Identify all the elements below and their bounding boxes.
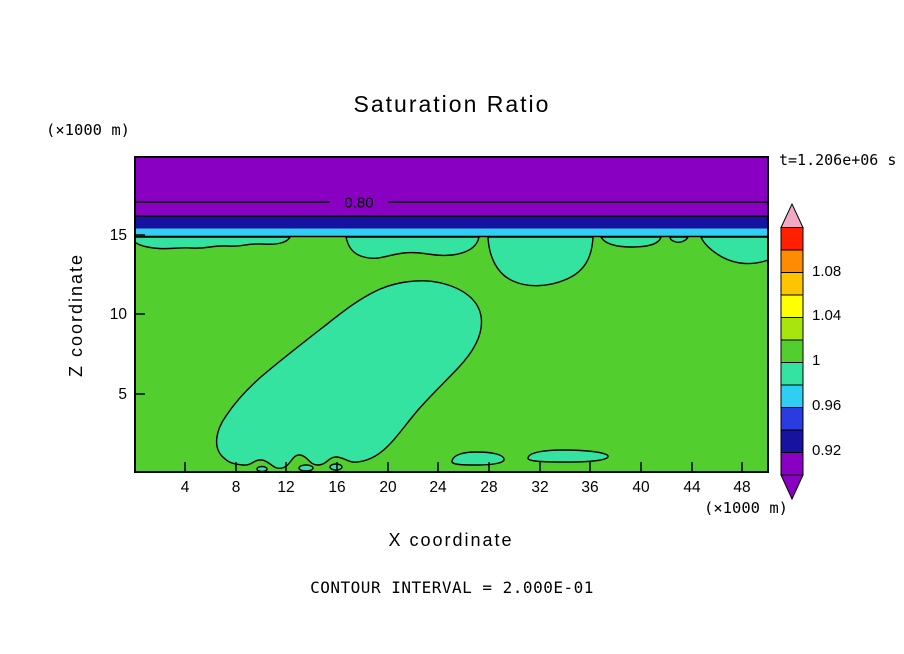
colorbar-tick-label: 1: [812, 352, 820, 369]
lobe-strip-5: [699, 236, 769, 265]
colorbar-band: [780, 452, 804, 476]
lobe-central-plume: [216, 280, 483, 469]
page-title: Saturation Ratio: [354, 91, 551, 117]
lobe-strip-3: [487, 236, 594, 287]
colorbar-band: [780, 317, 804, 341]
colorbar-tick-label: 1.08: [812, 263, 841, 280]
x-tick-label: 4: [181, 479, 190, 496]
x-tick-label: 32: [531, 479, 548, 496]
x-tick-label: 44: [683, 479, 701, 496]
colorbar-tick-label: 0.92: [812, 442, 841, 459]
colorbar-band: [780, 227, 804, 251]
colorbar-band: [780, 407, 804, 431]
x-tick-label: 28: [480, 479, 497, 496]
lobe-bottom-patch-2: [527, 449, 609, 463]
x-tick-label: 36: [581, 479, 598, 496]
lobe-strip-4: [599, 236, 662, 248]
y-tick-label: 10: [110, 306, 128, 323]
x-tick-label: 8: [232, 479, 241, 496]
contour-line-label: 0.80: [344, 195, 373, 212]
lobe-bottom-patch-1: [451, 451, 505, 466]
colorbar-band: [780, 384, 804, 408]
y-axis-ticks: [136, 234, 145, 395]
x-tick-label: 24: [429, 479, 447, 496]
contour-interval-note: CONTOUR INTERVAL = 2.000E-01: [310, 578, 594, 597]
lobe-speck-1: [298, 464, 314, 472]
plot-area: 0.80: [134, 156, 769, 473]
colorbar: [780, 202, 804, 501]
lobe-strip-6: [669, 236, 690, 243]
colorbar-tick-label: 0.96: [812, 397, 841, 414]
x-tick-label: 40: [632, 479, 650, 496]
time-annotation: t=1.206e+06 s: [779, 151, 896, 169]
plot-border: [134, 156, 769, 473]
x-tick-label: 16: [328, 479, 345, 496]
colorbar-band: [780, 339, 804, 363]
x-tick-label: 12: [277, 479, 294, 496]
colorbar-band: [780, 294, 804, 318]
y-axis-tick-labels: 15 10 5: [110, 227, 128, 403]
y-axis-label: Z coordinate: [66, 253, 86, 377]
x-tick-label: 48: [733, 479, 750, 496]
colorbar-band: [780, 249, 804, 273]
lobe-strip-2: [345, 236, 480, 260]
colorbar-band: [780, 272, 804, 296]
y-axis-units: (×1000 m): [46, 121, 130, 139]
x-axis-ticks: [184, 462, 743, 471]
colorbar-tick-label: 1.04: [812, 307, 841, 324]
colorbar-band: [780, 429, 804, 453]
lobe-speck-2: [329, 463, 343, 471]
x-axis-units: (×1000 m): [704, 499, 788, 517]
lobe-speck-3: [256, 465, 268, 473]
region-band-navy: [135, 216, 768, 229]
y-tick-label: 5: [118, 386, 127, 403]
region-cap-purple: [135, 157, 768, 216]
x-tick-label: 20: [379, 479, 397, 496]
x-axis-tick-labels: 4 8 12 16 20 24 28 32 36 40 44 48: [181, 479, 751, 496]
region-band-cyan: [135, 228, 768, 236]
colorbar-labels: 1.08 1.04 1 0.96 0.92: [812, 263, 841, 459]
colorbar-arrow-bottom: [780, 474, 804, 501]
x-axis-label: X coordinate: [388, 530, 513, 550]
colorbar-band: [780, 362, 804, 386]
lobe-strip-1: [134, 236, 292, 250]
y-tick-label: 15: [110, 227, 127, 244]
